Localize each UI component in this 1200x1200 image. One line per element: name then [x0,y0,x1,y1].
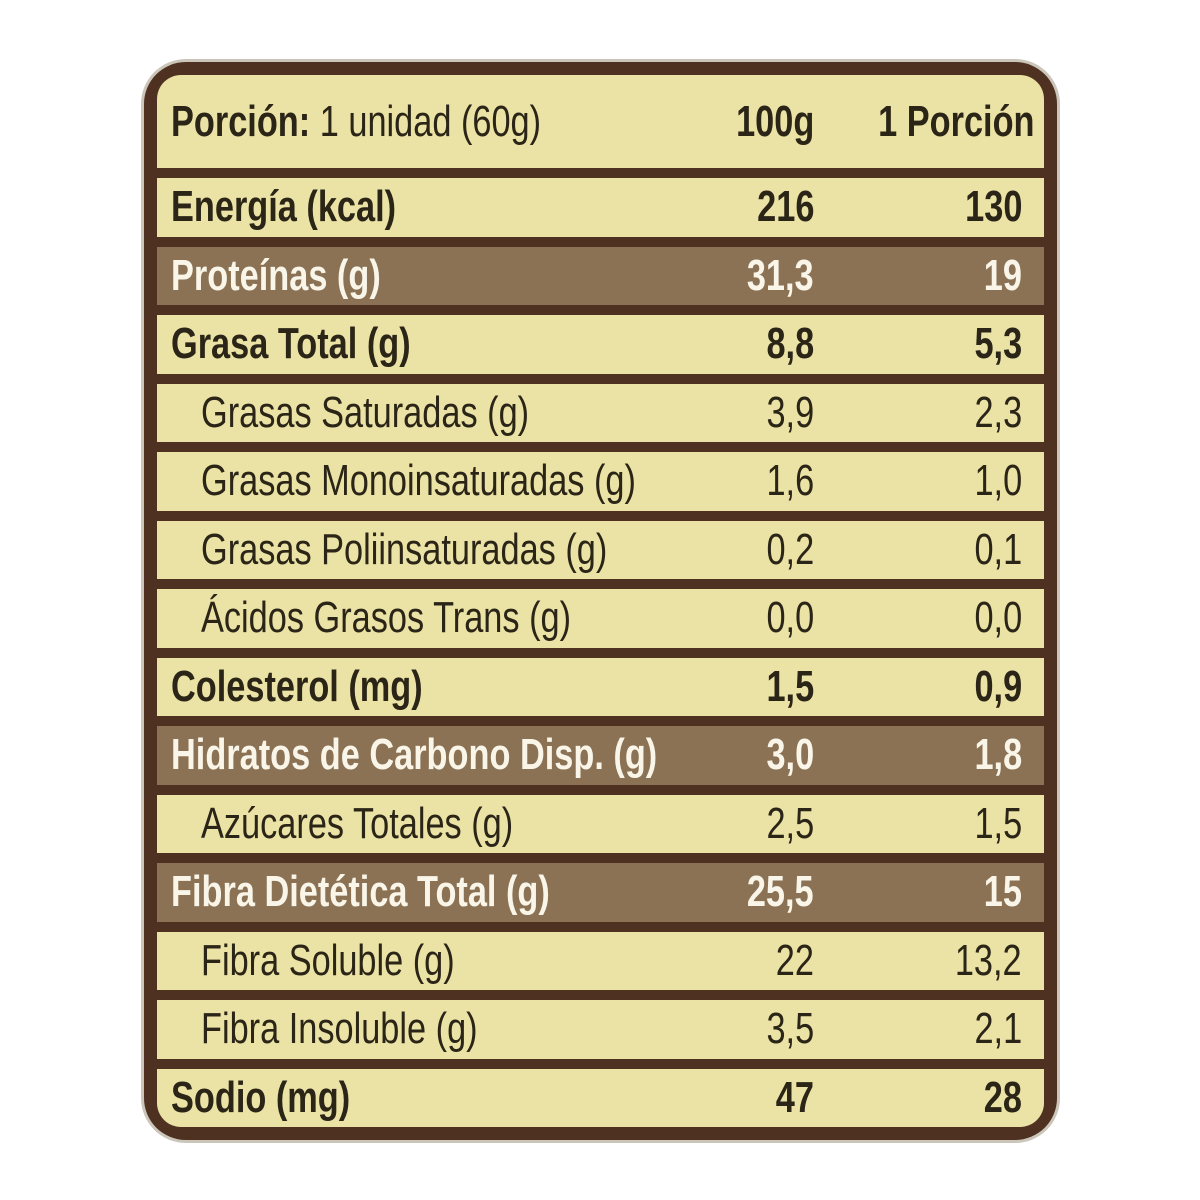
table-row: Energía (kcal) 216 130 [157,178,1044,237]
row-per100: 0,2 [766,524,814,574]
portion-value: 1 unidad (60g) [310,96,542,146]
row-per-portion: 19 [983,250,1022,300]
portion-label: Porción: [171,96,311,146]
row-label: Azúcares Totales (g) [201,798,514,848]
table-row: Proteínas (g) 31,3 19 [157,246,1044,305]
table-row: Grasas Monoinsaturadas (g) 1,6 1,0 [157,452,1044,511]
row-label: Colesterol (mg) [171,661,423,711]
column-header-portion: 1 Porción [878,96,1035,146]
table-row: Sodio (mg) 47 28 [157,1068,1044,1127]
row-label: Grasas Saturadas (g) [201,387,530,437]
row-per-portion: 2,1 [974,1004,1022,1054]
row-per100: 25,5 [747,867,814,917]
row-label: Proteínas (g) [171,250,381,300]
table-row: Grasa Total (g) 8,8 5,3 [157,315,1044,374]
row-per100: 1,6 [766,456,814,506]
row-per100: 8,8 [766,319,814,369]
table-row: Fibra Insoluble (g) 3,5 2,1 [157,1000,1044,1059]
table-row: Hidratos de Carbono Disp. (g) 3,0 1,8 [157,726,1044,785]
row-per100: 3,9 [766,387,814,437]
row-label: Grasas Monoinsaturadas (g) [201,456,636,506]
row-per-portion: 130 [964,182,1022,232]
row-per-portion: 5,3 [974,319,1022,369]
row-label: Grasas Poliinsaturadas (g) [201,524,608,574]
row-per-portion: 28 [983,1072,1022,1122]
row-label: Energía (kcal) [171,182,397,232]
row-per100: 1,5 [766,661,814,711]
row-per100: 3,0 [766,730,814,780]
portion-header-cell: Porción: 1 unidad (60g) [157,97,674,147]
table-row: Fibra Soluble (g) 22 13,2 [157,931,1044,990]
row-label: Sodio (mg) [171,1072,351,1122]
column-header-100g: 100g [735,96,814,146]
nutrition-table: Porción: 1 unidad (60g) 100g 1 Porción E… [144,62,1057,1140]
row-per-portion: 1,0 [974,456,1022,506]
row-per-portion: 0,1 [974,524,1022,574]
row-per100: 2,5 [766,798,814,848]
row-label: Ácidos Grasos Trans (g) [201,593,572,643]
row-per100: 22 [775,935,814,985]
table-header-row: Porción: 1 unidad (60g) 100g 1 Porción [157,75,1044,168]
table-row: Colesterol (mg) 1,5 0,9 [157,657,1044,716]
row-label: Hidratos de Carbono Disp. (g) [171,730,658,780]
table-row: Grasas Poliinsaturadas (g) 0,2 0,1 [157,520,1044,579]
row-per100: 0,0 [766,593,814,643]
table-row: Azúcares Totales (g) 2,5 1,5 [157,794,1044,853]
row-per-portion: 1,5 [974,798,1022,848]
row-per-portion: 13,2 [955,935,1022,985]
row-label: Grasa Total (g) [171,319,411,369]
row-label: Fibra Soluble (g) [201,935,455,985]
row-per-portion: 2,3 [974,387,1022,437]
row-label: Fibra Insoluble (g) [201,1004,478,1054]
row-per100: 3,5 [766,1004,814,1054]
row-per100: 216 [756,182,814,232]
row-per-portion: 1,8 [974,730,1022,780]
row-per100: 47 [775,1072,814,1122]
row-label: Fibra Dietética Total (g) [171,867,550,917]
table-row: Ácidos Grasos Trans (g) 0,0 0,0 [157,589,1044,648]
row-per-portion: 0,9 [974,661,1022,711]
table-row: Fibra Dietética Total (g) 25,5 15 [157,863,1044,922]
row-per-portion: 0,0 [974,593,1022,643]
table-row: Grasas Saturadas (g) 3,9 2,3 [157,383,1044,442]
row-per-portion: 15 [983,867,1022,917]
row-per100: 31,3 [747,250,814,300]
